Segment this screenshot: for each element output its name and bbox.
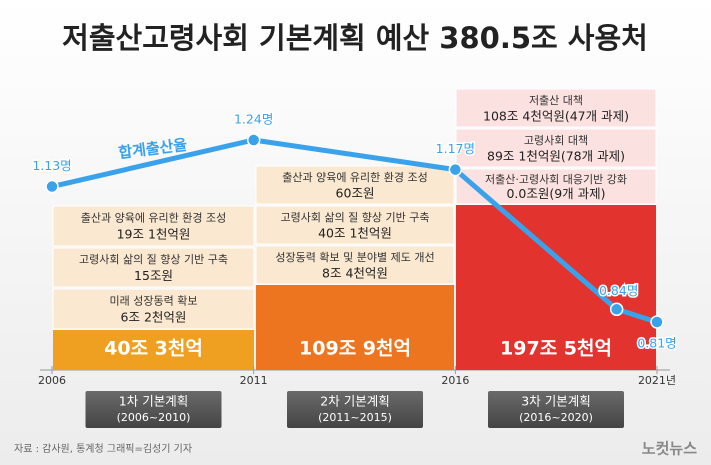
plan-box [287, 391, 423, 428]
item-name: 고령사회 삶의 질 향상 기반 구축 [79, 253, 228, 266]
plan-name: 3차 기본계획 [521, 394, 590, 409]
item-amount: 6조 2천억원 [121, 310, 187, 325]
item-cell [455, 128, 657, 168]
plan-name: 2차 기본계획 [320, 394, 389, 409]
item-name: 미래 성장동력 확보 [110, 294, 198, 307]
plan-period: (2011~2015) [318, 411, 392, 424]
value-label: 1.13명 [32, 158, 71, 173]
value-label: 1.17명 [436, 141, 475, 156]
title: 저출산고령사회 기본계획 예산 380.5조 사용처 [62, 21, 648, 55]
x-tick-label: 2011 [240, 374, 268, 387]
plan-period: (2006~2010) [117, 411, 191, 424]
logo: 노컷뉴스 [642, 440, 697, 458]
item-name: 고령사회 대책 [524, 134, 588, 147]
item-name: 출산과 양육에 유리한 환경 조성 [81, 211, 227, 224]
item-cell [52, 205, 255, 247]
x-tick-label: 2006 [38, 374, 66, 387]
total-block [53, 330, 254, 370]
item-name: 출산과 양육에 유리한 환경 조성 [282, 171, 428, 184]
value-label: 1.24명 [234, 111, 273, 126]
item-amount: 40조 1천억원 [318, 225, 392, 240]
item-amount: 60조원 [336, 185, 375, 200]
plan-period: (2016~2020) [519, 411, 593, 424]
item-cell [255, 245, 455, 285]
item-amount: 19조 1천억원 [117, 227, 191, 242]
item-name: 저출산 대책 [529, 94, 583, 107]
source: 자료 : 감사원, 통계청 그래픽=김성기 기자 [14, 443, 192, 455]
item-amount: 15조원 [134, 268, 173, 283]
total-label: 109조 9천억 [299, 338, 411, 360]
x-tick-label: 2021년 [638, 374, 676, 387]
plan-name: 1차 기본계획 [119, 394, 188, 409]
item-name: 성장동력 확보 및 분야별 제도 개선 [275, 251, 434, 264]
item-cell [52, 247, 255, 288]
point [246, 133, 261, 147]
item-amount: 0.0조원(9개 과제) [506, 186, 605, 201]
item-amount: 89조 1천억원(78개 과제) [487, 148, 625, 163]
item-name: 저출산·고령사회 대응기반 강화 [485, 173, 627, 186]
total-label: 197조 5천억 [500, 338, 612, 360]
point [609, 302, 624, 317]
point [45, 179, 59, 194]
plan-box [85, 391, 222, 428]
item-name: 고령사회 삶의 질 향상 기반 구축 [280, 211, 429, 224]
value-label: 0.81명 [637, 336, 676, 351]
item-cell [455, 88, 657, 128]
point [448, 162, 463, 177]
x-tick-label: 2016 [441, 374, 469, 387]
item-cell [255, 205, 455, 245]
item-cell [52, 288, 255, 330]
point [650, 315, 664, 329]
item-amount: 108조 4천억원(47개 과제) [483, 108, 629, 123]
plan-box [488, 391, 624, 428]
total-block [256, 285, 454, 370]
total-block [456, 205, 656, 370]
total-label: 40조 3천억 [104, 338, 203, 360]
item-cell [255, 165, 455, 205]
value-label: 0.84명 [599, 283, 638, 298]
item-amount: 8조 4천억원 [322, 265, 388, 280]
